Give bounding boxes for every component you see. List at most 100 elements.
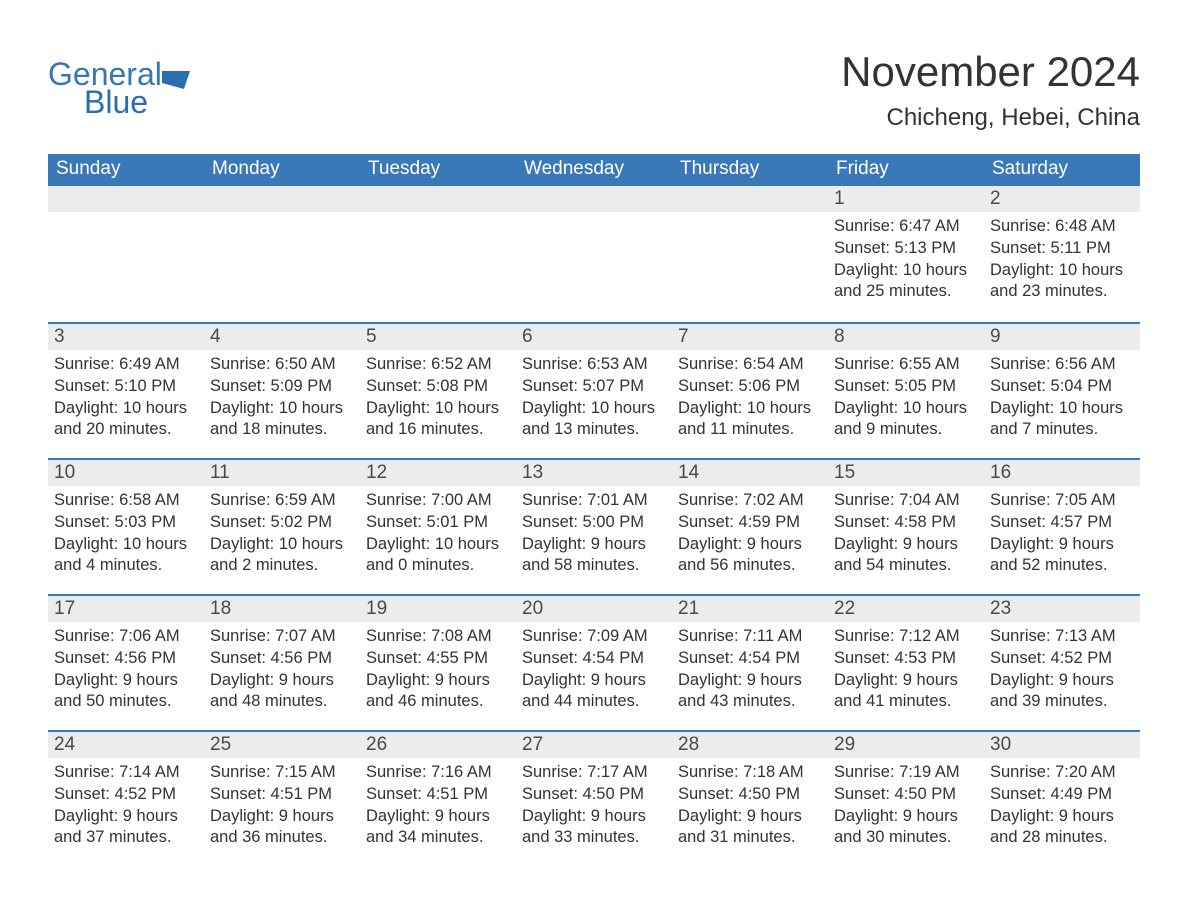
day-number: 2 xyxy=(984,186,1140,212)
day-line: Daylight: 9 hours xyxy=(54,670,198,692)
day-line: and 16 minutes. xyxy=(366,419,510,441)
day-line: Sunset: 5:03 PM xyxy=(54,512,198,534)
day-line: Daylight: 9 hours xyxy=(678,670,822,692)
day-details: Sunrise: 7:05 AMSunset: 4:57 PMDaylight:… xyxy=(984,486,1140,583)
day-details: Sunrise: 7:02 AMSunset: 4:59 PMDaylight:… xyxy=(672,486,828,583)
day-line: Daylight: 10 hours xyxy=(210,398,354,420)
day-cell: 14Sunrise: 7:02 AMSunset: 4:59 PMDayligh… xyxy=(672,460,828,594)
day-details: Sunrise: 7:12 AMSunset: 4:53 PMDaylight:… xyxy=(828,622,984,719)
day-cell: 25Sunrise: 7:15 AMSunset: 4:51 PMDayligh… xyxy=(204,732,360,866)
day-cell: 30Sunrise: 7:20 AMSunset: 4:49 PMDayligh… xyxy=(984,732,1140,866)
day-line: Daylight: 9 hours xyxy=(210,670,354,692)
day-number: 25 xyxy=(204,732,360,758)
day-cell xyxy=(516,186,672,322)
day-line: Daylight: 10 hours xyxy=(990,260,1134,282)
week-row: 17Sunrise: 7:06 AMSunset: 4:56 PMDayligh… xyxy=(48,594,1140,730)
day-cell: 18Sunrise: 7:07 AMSunset: 4:56 PMDayligh… xyxy=(204,596,360,730)
day-cell: 10Sunrise: 6:58 AMSunset: 5:03 PMDayligh… xyxy=(48,460,204,594)
day-details: Sunrise: 6:53 AMSunset: 5:07 PMDaylight:… xyxy=(516,350,672,447)
day-cell: 23Sunrise: 7:13 AMSunset: 4:52 PMDayligh… xyxy=(984,596,1140,730)
day-cell: 3Sunrise: 6:49 AMSunset: 5:10 PMDaylight… xyxy=(48,324,204,458)
day-cell xyxy=(360,186,516,322)
day-line: Daylight: 10 hours xyxy=(366,398,510,420)
day-line: and 7 minutes. xyxy=(990,419,1134,441)
day-number: 13 xyxy=(516,460,672,486)
day-line: Sunrise: 6:50 AM xyxy=(210,354,354,376)
day-cell: 16Sunrise: 7:05 AMSunset: 4:57 PMDayligh… xyxy=(984,460,1140,594)
day-cell: 26Sunrise: 7:16 AMSunset: 4:51 PMDayligh… xyxy=(360,732,516,866)
day-line: and 39 minutes. xyxy=(990,691,1134,713)
day-line: and 0 minutes. xyxy=(366,555,510,577)
day-number: 28 xyxy=(672,732,828,758)
day-line: Sunrise: 7:14 AM xyxy=(54,762,198,784)
day-line: Sunrise: 7:01 AM xyxy=(522,490,666,512)
day-line: and 25 minutes. xyxy=(834,281,978,303)
day-line: Sunrise: 6:52 AM xyxy=(366,354,510,376)
day-line: Sunset: 5:10 PM xyxy=(54,376,198,398)
day-cell: 24Sunrise: 7:14 AMSunset: 4:52 PMDayligh… xyxy=(48,732,204,866)
day-line: Daylight: 10 hours xyxy=(54,398,198,420)
day-line: Daylight: 9 hours xyxy=(522,806,666,828)
weekday-wed: Wednesday xyxy=(516,154,672,186)
day-number xyxy=(204,186,360,212)
day-number: 20 xyxy=(516,596,672,622)
day-line: Sunset: 5:01 PM xyxy=(366,512,510,534)
day-number xyxy=(360,186,516,212)
day-line: Daylight: 9 hours xyxy=(834,670,978,692)
day-line: and 44 minutes. xyxy=(522,691,666,713)
day-line: Sunset: 4:56 PM xyxy=(210,648,354,670)
day-line: Sunset: 5:06 PM xyxy=(678,376,822,398)
day-line: Daylight: 9 hours xyxy=(834,534,978,556)
day-line: Daylight: 9 hours xyxy=(990,534,1134,556)
day-details: Sunrise: 6:54 AMSunset: 5:06 PMDaylight:… xyxy=(672,350,828,447)
day-line: Sunrise: 6:48 AM xyxy=(990,216,1134,238)
day-line: Sunset: 4:52 PM xyxy=(990,648,1134,670)
day-line: Daylight: 10 hours xyxy=(522,398,666,420)
day-line: Daylight: 10 hours xyxy=(54,534,198,556)
calendar: Sunday Monday Tuesday Wednesday Thursday… xyxy=(48,154,1140,866)
day-line: Daylight: 9 hours xyxy=(366,806,510,828)
day-line: Sunrise: 7:09 AM xyxy=(522,626,666,648)
brand-logo: General Blue xyxy=(48,30,190,118)
day-line: Sunrise: 7:15 AM xyxy=(210,762,354,784)
day-line: Daylight: 10 hours xyxy=(366,534,510,556)
day-cell xyxy=(204,186,360,322)
day-details: Sunrise: 6:50 AMSunset: 5:09 PMDaylight:… xyxy=(204,350,360,447)
day-line: Sunset: 4:49 PM xyxy=(990,784,1134,806)
day-details: Sunrise: 7:16 AMSunset: 4:51 PMDaylight:… xyxy=(360,758,516,855)
day-line: and 2 minutes. xyxy=(210,555,354,577)
day-number: 3 xyxy=(48,324,204,350)
day-cell: 15Sunrise: 7:04 AMSunset: 4:58 PMDayligh… xyxy=(828,460,984,594)
day-cell: 21Sunrise: 7:11 AMSunset: 4:54 PMDayligh… xyxy=(672,596,828,730)
weekday-sat: Saturday xyxy=(984,154,1140,186)
day-line: Sunset: 4:50 PM xyxy=(834,784,978,806)
day-line: and 41 minutes. xyxy=(834,691,978,713)
week-row: 1Sunrise: 6:47 AMSunset: 5:13 PMDaylight… xyxy=(48,186,1140,322)
day-line: Sunset: 4:51 PM xyxy=(210,784,354,806)
day-line: Sunrise: 6:54 AM xyxy=(678,354,822,376)
day-line: and 28 minutes. xyxy=(990,827,1134,849)
day-cell: 20Sunrise: 7:09 AMSunset: 4:54 PMDayligh… xyxy=(516,596,672,730)
day-number: 10 xyxy=(48,460,204,486)
day-line: Sunrise: 7:00 AM xyxy=(366,490,510,512)
day-line: Sunset: 4:50 PM xyxy=(678,784,822,806)
day-number: 7 xyxy=(672,324,828,350)
day-number: 5 xyxy=(360,324,516,350)
day-line: Sunrise: 7:08 AM xyxy=(366,626,510,648)
day-cell: 29Sunrise: 7:19 AMSunset: 4:50 PMDayligh… xyxy=(828,732,984,866)
day-line: and 30 minutes. xyxy=(834,827,978,849)
day-details: Sunrise: 6:48 AMSunset: 5:11 PMDaylight:… xyxy=(984,212,1140,309)
day-details: Sunrise: 7:11 AMSunset: 4:54 PMDaylight:… xyxy=(672,622,828,719)
day-line: Sunrise: 7:20 AM xyxy=(990,762,1134,784)
weekday-mon: Monday xyxy=(204,154,360,186)
day-line: and 58 minutes. xyxy=(522,555,666,577)
month-title: November 2024 xyxy=(841,48,1140,96)
week-row: 10Sunrise: 6:58 AMSunset: 5:03 PMDayligh… xyxy=(48,458,1140,594)
day-line: and 9 minutes. xyxy=(834,419,978,441)
day-details: Sunrise: 7:18 AMSunset: 4:50 PMDaylight:… xyxy=(672,758,828,855)
weekday-tue: Tuesday xyxy=(360,154,516,186)
day-cell xyxy=(672,186,828,322)
weekday-sun: Sunday xyxy=(48,154,204,186)
day-number: 4 xyxy=(204,324,360,350)
day-number: 16 xyxy=(984,460,1140,486)
